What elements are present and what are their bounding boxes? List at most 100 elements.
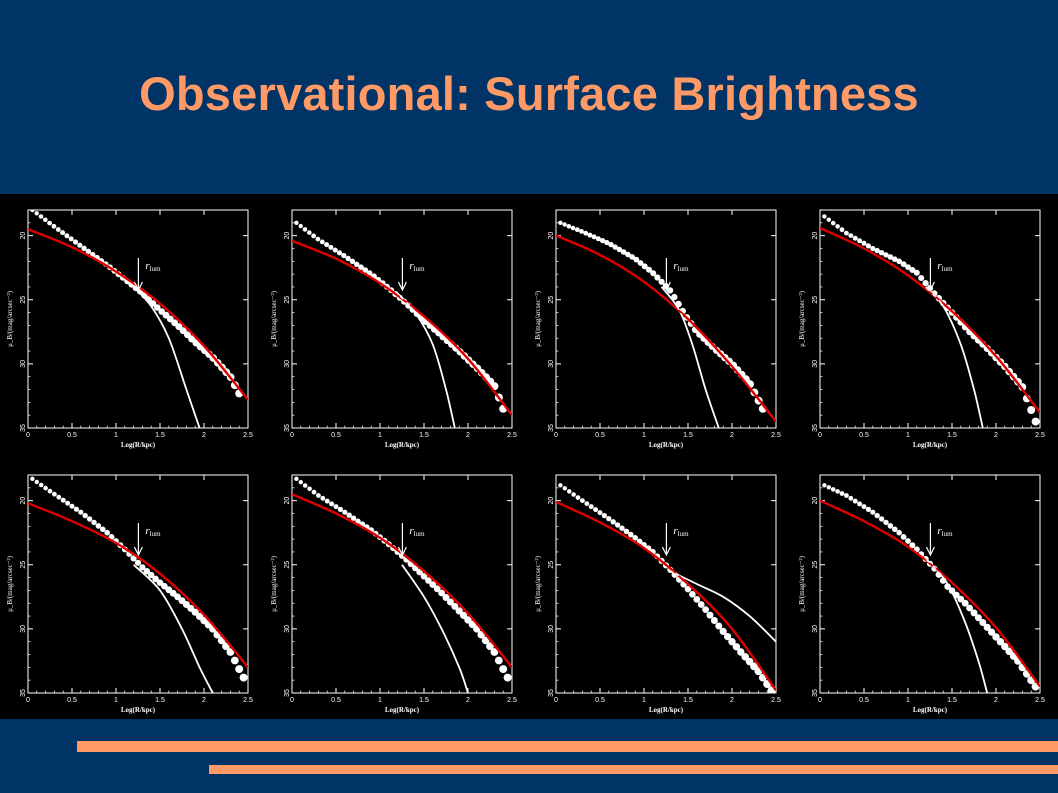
figure-svg: 0 0.5 1 1.5 2 2.520253035Log(R/kpc)μ_B/(mag/a… [0, 194, 1058, 719]
data-point [61, 498, 66, 503]
data-point [64, 233, 69, 238]
data-point [840, 491, 845, 496]
subplot-6: 0 0.5 1 1.5 2 2.520253035Log(R/kpc)μ_B/(mag/a… [270, 475, 517, 714]
data-point [30, 477, 34, 481]
data-point [606, 516, 611, 521]
r-lum-label: rlum [409, 260, 425, 273]
r-lum-subscript: lum [942, 530, 953, 538]
y-tick-label: 35 [548, 689, 555, 697]
data-point [307, 487, 312, 492]
y-tick-label: 20 [548, 497, 555, 505]
subplot-7: 0 0.5 1 1.5 2 2.520253035Log(R/kpc)μ_B/(mag/a… [534, 475, 781, 714]
y-tick-label: 35 [20, 689, 27, 697]
x-tick-label: 0.5 [331, 697, 341, 704]
inner-component-curve [662, 287, 719, 428]
subplot-marks [820, 483, 1040, 693]
data-point [320, 240, 325, 245]
data-point [862, 241, 867, 246]
y-tick-label: 30 [548, 360, 555, 368]
y-tick-label: 20 [548, 232, 555, 240]
x-tick-label: 1 [114, 697, 118, 704]
data-point [303, 483, 308, 488]
data-point [853, 499, 858, 504]
data-point [857, 501, 862, 506]
x-axis-label: Log(R/kpc) [649, 441, 684, 449]
data-point [299, 224, 303, 228]
subplot-marks [556, 483, 776, 694]
data-point [78, 510, 83, 515]
data-point [602, 513, 607, 518]
data-point [39, 214, 44, 219]
slide-title: Observational: Surface Brightness [0, 66, 1058, 121]
y-tick-label: 30 [20, 360, 27, 368]
x-tick-label: 0.5 [595, 432, 605, 439]
y-tick-label: 35 [812, 424, 819, 432]
y-axis-label: μ_B/(mag/arcsec⁻²) [6, 290, 14, 346]
y-tick-label: 30 [812, 360, 819, 368]
x-tick-label: 1 [906, 432, 910, 439]
data-point [827, 485, 831, 489]
x-tick-label: 0 [26, 697, 30, 704]
y-tick-label: 30 [284, 625, 291, 633]
inner-component-curve [398, 293, 455, 428]
data-point [689, 591, 696, 598]
r-lum-subscript: lum [150, 265, 161, 273]
data-point [711, 617, 718, 624]
data-point [870, 510, 875, 515]
data-point [324, 242, 329, 247]
x-tick-label: 2.5 [1035, 432, 1045, 439]
data-point [325, 499, 330, 504]
data-point [1027, 406, 1035, 414]
sersic-fit-curve [292, 494, 512, 667]
subplot-marks [820, 214, 1040, 428]
data-point [299, 480, 303, 484]
data-point [56, 227, 61, 232]
x-tick-label: 2.5 [771, 432, 781, 439]
data-point [303, 227, 308, 232]
data-point [48, 489, 53, 494]
data-point [866, 507, 871, 512]
data-point [918, 275, 924, 281]
data-point [844, 231, 849, 236]
r-lum-label: rlum [673, 260, 689, 273]
x-axis-label: Log(R/kpc) [385, 706, 420, 714]
x-axis-label: Log(R/kpc) [913, 706, 948, 714]
x-tick-label: 1.5 [683, 697, 693, 704]
x-tick-label: 1.5 [419, 697, 429, 704]
data-point [1032, 418, 1040, 426]
y-tick-label: 25 [812, 296, 819, 304]
data-point [30, 208, 34, 212]
r-lum-label: rlum [937, 260, 953, 273]
data-point [558, 221, 562, 225]
data-point [615, 522, 620, 527]
data-point [580, 498, 585, 503]
subplot-marks [28, 208, 248, 428]
x-tick-label: 1 [642, 432, 646, 439]
sersic-fit-curve [28, 229, 248, 400]
subplot-marks [292, 477, 512, 693]
y-tick-label: 25 [548, 561, 555, 569]
r-lum-label: rlum [145, 260, 161, 273]
x-tick-label: 2.5 [771, 697, 781, 704]
subplot-8: 0 0.5 1 1.5 2 2.5 20 25 30 35 Log(R/kpc) μ_B/(mag/a… [798, 475, 1045, 714]
x-tick-label: 0 [554, 432, 558, 439]
data-point [611, 519, 616, 524]
data-point [562, 222, 566, 226]
data-point [311, 234, 316, 239]
data-point [347, 513, 352, 518]
x-tick-label: 0 [554, 697, 558, 704]
data-point [96, 523, 102, 529]
data-point [52, 492, 57, 497]
data-point [235, 665, 243, 673]
x-tick-label: 2 [730, 432, 734, 439]
data-point [316, 493, 321, 498]
data-point [905, 538, 911, 544]
sersic-fit-overlay [292, 494, 512, 667]
data-point [848, 496, 853, 501]
data-point [351, 516, 356, 521]
x-tick-label: 2.5 [243, 697, 253, 704]
r-lum-subscript: lum [150, 530, 161, 538]
x-axis-label: Log(R/kpc) [121, 441, 156, 449]
data-point [584, 501, 589, 506]
x-tick-label: 2 [466, 697, 470, 704]
